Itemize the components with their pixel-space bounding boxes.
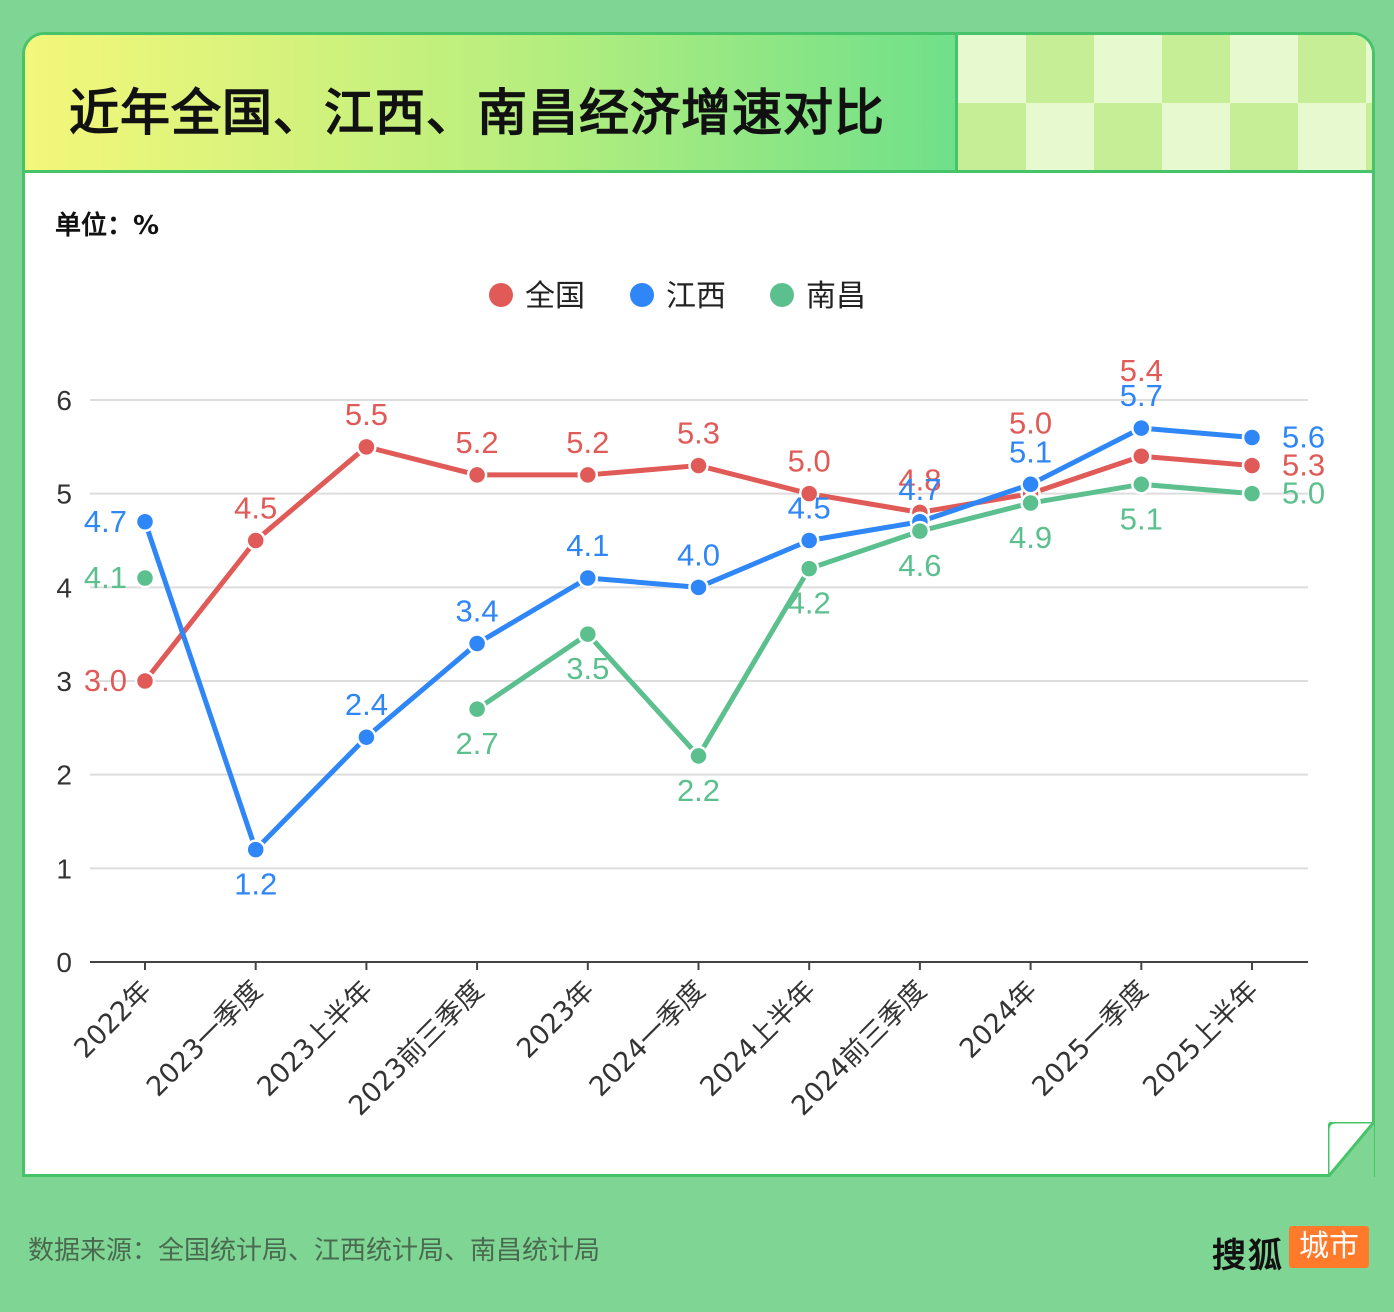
series-line	[474, 481, 1255, 759]
legend-label: 江西	[666, 279, 726, 314]
page-fold-corner	[1328, 1122, 1374, 1177]
data-point	[1241, 483, 1263, 504]
y-tick-label: 2	[56, 760, 72, 791]
data-point	[134, 511, 156, 533]
data-label: 4.9	[1009, 520, 1052, 555]
data-label: 2.2	[677, 773, 720, 808]
data-label: 5.0	[1282, 476, 1325, 511]
x-tick-label: 2025一季度	[1026, 975, 1154, 1103]
data-label: 4.5	[788, 491, 831, 526]
data-point	[798, 530, 820, 551]
unit-label: 单位：%	[55, 211, 160, 241]
data-point	[466, 698, 488, 720]
data-label: 5.5	[345, 397, 388, 432]
y-tick-label: 0	[56, 947, 72, 978]
data-label: 5.0	[788, 444, 831, 479]
data-label: 2.7	[456, 726, 499, 761]
data-point	[134, 670, 156, 692]
x-tick-label: 2023一季度	[141, 975, 269, 1103]
checker-decoration	[955, 35, 1372, 173]
data-label: 4.1	[566, 528, 609, 563]
data-label: 3.5	[566, 651, 609, 686]
x-tick-label: 2022年	[68, 975, 158, 1065]
data-point	[688, 577, 709, 598]
chart-card: 近年全国、江西、南昌经济增速对比	[22, 32, 1375, 1177]
brand-name: 搜狐	[1212, 1236, 1284, 1276]
data-label: 4.8	[898, 462, 941, 497]
data-point	[466, 633, 488, 654]
data-point	[466, 464, 488, 486]
data-point	[356, 726, 377, 748]
data-point	[688, 455, 709, 476]
data-point	[1020, 492, 1041, 514]
data-point	[909, 520, 931, 542]
y-tick-label: 6	[56, 385, 72, 416]
legend-marker	[489, 283, 513, 307]
legend-label: 南昌	[806, 279, 866, 314]
title-band: 近年全国、江西、南昌经济增速对比	[25, 35, 955, 173]
x-tick-label: 2024一季度	[584, 975, 712, 1103]
data-point	[134, 567, 156, 589]
data-label: 4.1	[84, 560, 127, 595]
data-point	[577, 464, 599, 486]
x-tick-label: 2024年	[954, 975, 1044, 1065]
y-tick-label: 5	[56, 479, 72, 510]
data-label: 5.4	[1120, 353, 1163, 388]
data-label: 5.7	[1120, 378, 1163, 413]
data-label: 5.6	[1282, 419, 1325, 454]
data-label: 4.2	[788, 586, 831, 621]
data-point	[1020, 474, 1041, 495]
data-point	[798, 558, 820, 579]
legend-marker	[630, 283, 654, 307]
data-point	[688, 745, 709, 767]
data-label: 5.2	[566, 425, 609, 460]
data-label: 4.6	[898, 548, 941, 583]
y-tick-label: 4	[56, 572, 72, 603]
chart-title: 近年全国、江西、南昌经济增速对比	[69, 84, 885, 142]
brand-badge: 城市	[1289, 1226, 1369, 1268]
data-point	[577, 623, 599, 645]
data-label: 4.7	[84, 504, 127, 539]
data-label: 4.0	[677, 537, 720, 572]
y-tick-label: 3	[56, 666, 72, 697]
data-label: 5.1	[1009, 434, 1052, 469]
data-label: 4.7	[898, 472, 941, 507]
data-point	[1131, 445, 1152, 467]
data-label: 3.0	[84, 663, 127, 698]
legend-label: 全国	[525, 279, 585, 314]
data-point	[1131, 474, 1152, 495]
data-source: 数据来源：全国统计局、江西统计局、南昌统计局	[28, 1236, 601, 1266]
data-label: 4.5	[234, 491, 277, 526]
data-point	[1131, 417, 1152, 439]
x-tick-label: 2023年	[511, 975, 601, 1065]
data-point	[798, 483, 820, 504]
data-point	[1241, 455, 1263, 476]
legend-marker	[770, 283, 794, 307]
data-label: 3.4	[456, 594, 499, 629]
data-point	[1241, 427, 1263, 448]
data-point	[245, 530, 266, 551]
data-label: 2.4	[345, 687, 388, 722]
data-label: 5.1	[1120, 501, 1163, 536]
data-point	[577, 567, 599, 589]
data-point	[356, 436, 377, 458]
data-label: 5.2	[456, 425, 499, 460]
x-tick-label: 2025上半年	[1137, 975, 1265, 1103]
data-label: 5.3	[1282, 448, 1325, 483]
y-tick-label: 1	[56, 853, 72, 884]
data-label: 5.3	[677, 416, 720, 451]
data-label: 1.2	[234, 867, 277, 902]
data-label: 5.0	[1009, 406, 1052, 441]
data-point	[245, 839, 266, 860]
